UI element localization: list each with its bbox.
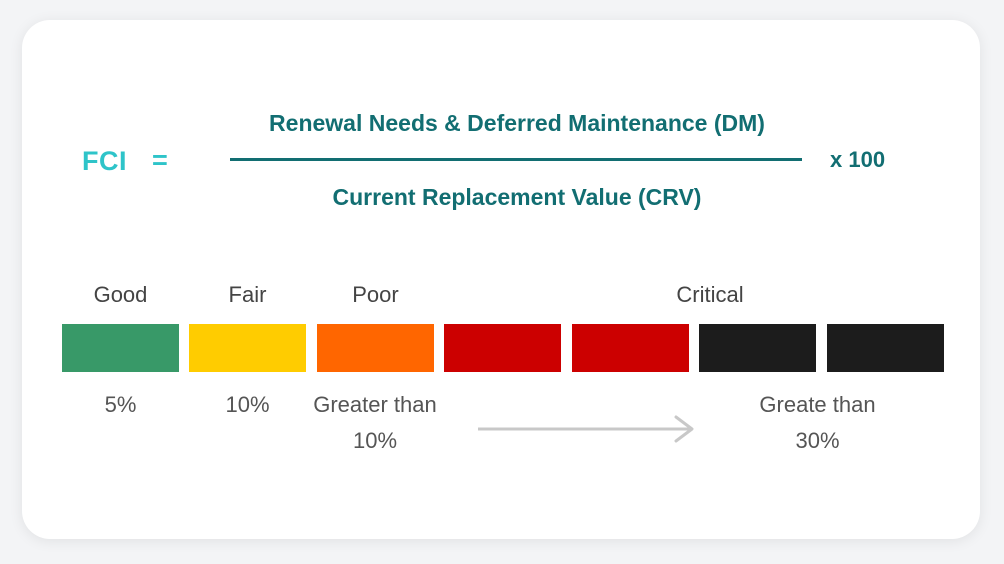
scale-segment-critical-2 bbox=[572, 324, 689, 372]
threshold-fair: 10% bbox=[225, 392, 270, 417]
scale-segment-poor bbox=[317, 324, 434, 372]
arrow-head bbox=[674, 415, 694, 443]
scale-segment-fair bbox=[189, 324, 306, 372]
formula-multiplier: x 100 bbox=[830, 147, 886, 172]
label-critical: Critical bbox=[676, 282, 744, 307]
threshold-critical-line1: Greate than bbox=[759, 392, 876, 417]
label-good: Good bbox=[93, 282, 148, 307]
label-fair: Fair bbox=[228, 282, 267, 307]
threshold-poor-line2: 10% bbox=[352, 428, 398, 453]
scale-segment-critical-4 bbox=[827, 324, 944, 372]
formula-lhs: FCI bbox=[82, 146, 127, 176]
scale-segment-critical-3 bbox=[699, 324, 816, 372]
arrow-right-icon bbox=[478, 415, 694, 443]
scale-segment-critical-1 bbox=[444, 324, 561, 372]
formula-denominator: Current Replacement Value (CRV) bbox=[332, 184, 702, 210]
fci-card bbox=[22, 20, 980, 539]
scale-segment-good bbox=[62, 324, 179, 372]
fraction-bar bbox=[230, 158, 802, 161]
threshold-poor-line1: Greater than bbox=[313, 392, 437, 417]
formula-numerator: Renewal Needs & Deferred Maintenance (DM… bbox=[269, 110, 765, 136]
equals-sign: = bbox=[152, 145, 168, 175]
threshold-critical-line2: 30% bbox=[795, 428, 840, 453]
threshold-good: 5% bbox=[104, 392, 137, 417]
label-poor: Poor bbox=[352, 282, 399, 307]
